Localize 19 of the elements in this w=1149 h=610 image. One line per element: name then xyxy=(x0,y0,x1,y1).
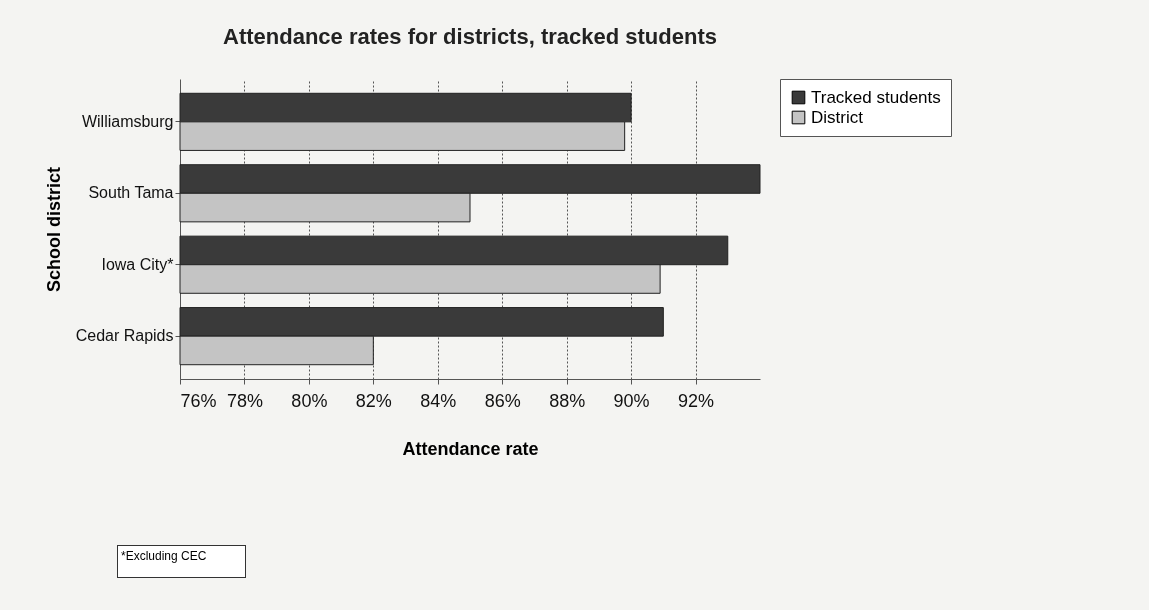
text: *Excluding CEC xyxy=(117,545,246,578)
x-tick-label: 86% xyxy=(484,390,521,411)
x-tick-label: 90% xyxy=(613,390,650,411)
x-tick-label: 80% xyxy=(291,390,328,411)
x-tick-label: 88% xyxy=(549,390,586,411)
chart-title: Attendance rates for districts, tracked students xyxy=(223,23,717,49)
y-tick-label: South Tama xyxy=(88,184,174,202)
y-tick-label: Williamsburg xyxy=(81,112,174,130)
x-tick-label: 78% xyxy=(226,390,263,411)
x-tick-label: 76% xyxy=(180,390,217,411)
x-tick-label: 82% xyxy=(355,390,392,411)
x-axis-title: Attendance rate xyxy=(402,438,539,459)
y-tick-label: Cedar Rapids xyxy=(75,327,174,345)
legend-label: Tracked students xyxy=(811,87,941,107)
y-tick-label: Iowa City* xyxy=(101,255,174,273)
x-tick-label: 84% xyxy=(420,390,457,411)
x-tick-label: 92% xyxy=(678,390,715,411)
legend-label: District xyxy=(811,107,864,127)
y-axis-title: School district xyxy=(43,166,64,293)
